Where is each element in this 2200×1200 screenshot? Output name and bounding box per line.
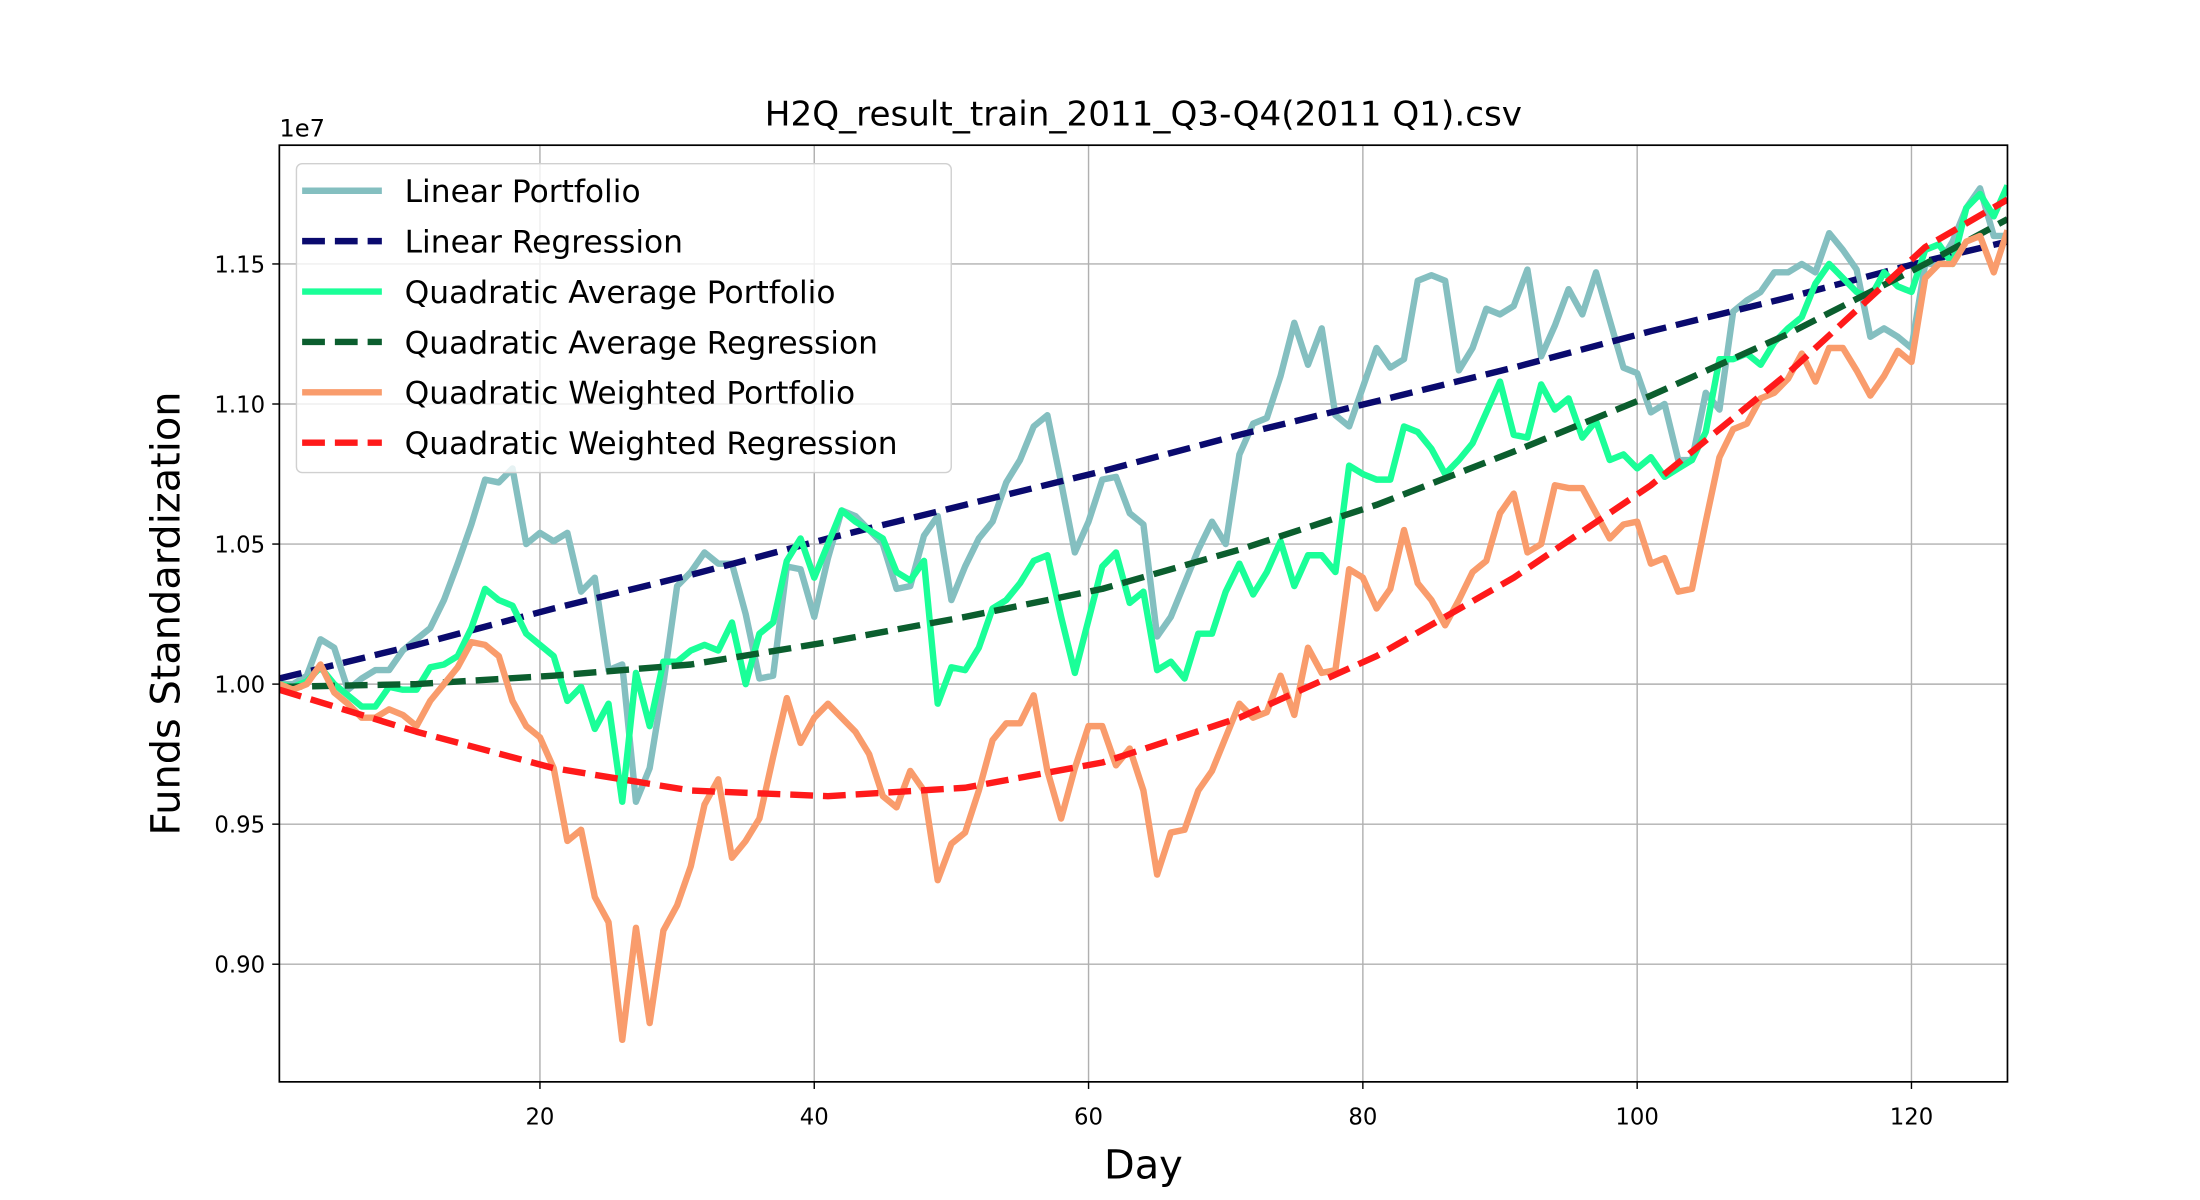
chart-title: H2Q_result_train_2011_Q3-Q4(2011 Q1).csv — [765, 94, 1522, 134]
y-tick-label: 0.90 — [214, 953, 265, 979]
series-line — [279, 238, 2008, 682]
y-tick-label: 1.10 — [214, 393, 265, 419]
x-tick-label: 20 — [525, 1105, 554, 1131]
series-line — [279, 216, 2008, 691]
y-tick-label: 0.95 — [214, 813, 265, 839]
legend-label: Quadratic Average Portfolio — [405, 275, 836, 311]
y-offset-text: 1e7 — [279, 115, 325, 143]
legend-label: Quadratic Average Regression — [405, 325, 878, 361]
x-tick-label: 60 — [1074, 1105, 1103, 1131]
x-axis-label: Day — [1104, 1143, 1183, 1189]
y-tick-label: 1.00 — [214, 673, 265, 699]
legend-label: Quadratic Weighted Portfolio — [405, 376, 856, 412]
legend-label: Linear Portfolio — [405, 174, 641, 210]
legend-box — [295, 162, 952, 474]
y-tick-label: 1.05 — [214, 533, 265, 559]
y-tick-label: 1.15 — [214, 252, 265, 278]
x-tick-label: 40 — [800, 1105, 829, 1131]
y-axis-label: Funds Standardization — [144, 392, 190, 836]
x-tick-label: 100 — [1615, 1105, 1658, 1131]
x-tick-label: 80 — [1348, 1105, 1377, 1131]
legend: Linear Portfolio Linear Regression Quadrat… — [295, 162, 952, 474]
series-line — [279, 185, 2008, 805]
series-line — [279, 184, 2008, 805]
legend-label: Quadratic Weighted Regression — [405, 426, 898, 462]
plot-area — [279, 184, 2008, 1044]
legend-label: Linear Regression — [405, 225, 683, 261]
series-line — [279, 196, 2008, 800]
axes-frame — [278, 144, 2009, 1083]
x-tick-label: 120 — [1890, 1105, 1933, 1131]
series-line — [279, 229, 2008, 1044]
